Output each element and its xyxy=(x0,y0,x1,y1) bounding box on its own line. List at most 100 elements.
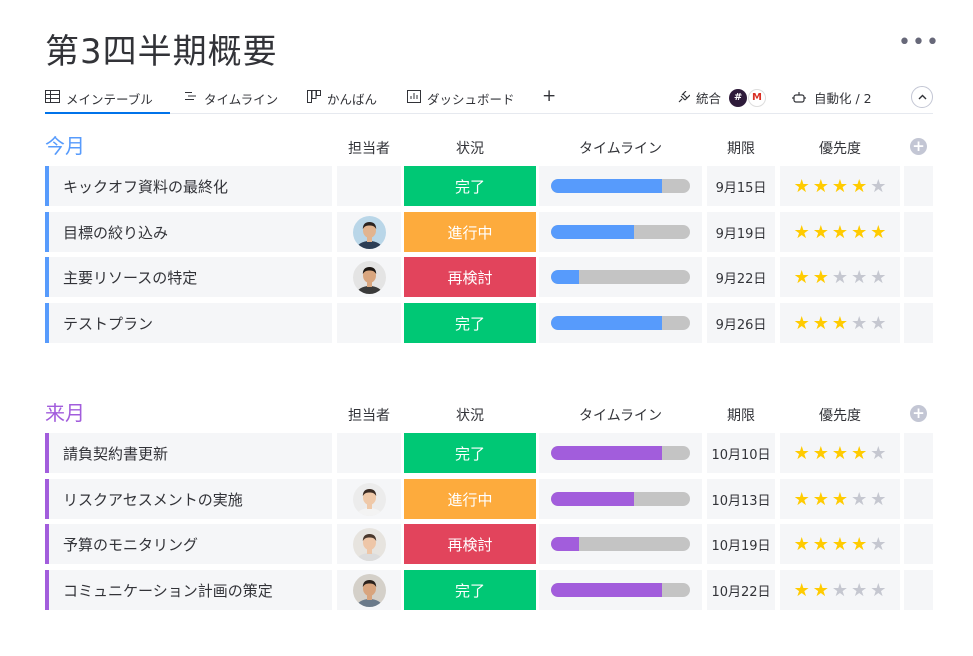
due-date[interactable]: 9月26日 xyxy=(707,303,775,343)
table-row[interactable]: コミュニケーション計画の策定 完了 10月22日 ★ ★ ★ ★ ★ xyxy=(45,570,933,610)
star-icon[interactable]: ★ xyxy=(793,442,810,464)
star-icon[interactable]: ★ xyxy=(851,442,868,464)
table-row[interactable]: キックオフ資料の最終化 完了 9月15日 ★ ★ ★ ★ ★ xyxy=(45,166,933,206)
star-icon[interactable]: ★ xyxy=(870,488,887,510)
person-cell[interactable] xyxy=(337,303,401,343)
table-row[interactable]: 請負契約書更新 完了 10月10日 ★ ★ ★ ★ ★ xyxy=(45,433,933,473)
star-icon[interactable]: ★ xyxy=(831,221,849,243)
status-label[interactable]: 再検討 xyxy=(404,524,536,564)
star-icon[interactable]: ★ xyxy=(851,221,868,243)
table-row[interactable]: リスクアセスメントの実施 進行中 10月13日 ★ ★ ★ ★ ★ xyxy=(45,479,933,519)
status-label[interactable]: 完了 xyxy=(404,166,536,206)
collapse-header-button[interactable] xyxy=(911,86,933,108)
group-title[interactable]: 今月 xyxy=(45,134,85,158)
column-header-date[interactable]: 期限 xyxy=(727,408,755,424)
timeline-cell[interactable] xyxy=(539,524,702,564)
star-icon[interactable]: ★ xyxy=(793,488,810,510)
star-icon[interactable]: ★ xyxy=(812,175,829,197)
person-cell[interactable] xyxy=(337,433,401,473)
person-cell[interactable] xyxy=(337,212,401,252)
add-column-button[interactable]: + xyxy=(910,405,927,422)
due-date[interactable]: 9月22日 xyxy=(707,257,775,297)
star-icon[interactable]: ★ xyxy=(870,442,887,464)
tab-dashboard[interactable]: ダッシュボード xyxy=(407,89,515,114)
status-label[interactable]: 完了 xyxy=(404,570,536,610)
timeline-cell[interactable] xyxy=(539,479,702,519)
item-name-cell[interactable]: テストプラン xyxy=(45,303,332,343)
star-icon[interactable]: ★ xyxy=(793,579,810,601)
star-icon[interactable]: ★ xyxy=(831,579,849,601)
due-date[interactable]: 10月13日 xyxy=(707,479,775,519)
star-icon[interactable]: ★ xyxy=(812,221,829,243)
star-icon[interactable]: ★ xyxy=(851,533,868,555)
item-name-cell[interactable]: リスクアセスメントの実施 xyxy=(45,479,332,519)
timeline-cell[interactable] xyxy=(539,257,702,297)
item-name-cell[interactable]: 目標の絞り込み xyxy=(45,212,332,252)
timeline-cell[interactable] xyxy=(539,303,702,343)
star-icon[interactable]: ★ xyxy=(870,579,887,601)
timeline-cell[interactable] xyxy=(539,570,702,610)
column-header-status[interactable]: 状況 xyxy=(456,141,484,157)
add-column-button[interactable]: + xyxy=(910,138,927,155)
star-icon[interactable]: ★ xyxy=(870,312,887,334)
person-cell[interactable] xyxy=(337,166,401,206)
column-header-person[interactable]: 担当者 xyxy=(348,408,390,424)
star-icon[interactable]: ★ xyxy=(870,266,887,288)
tab-main-table[interactable]: メインテーブル xyxy=(45,89,170,114)
tab-kanban[interactable]: かんばん xyxy=(307,89,377,114)
star-icon[interactable]: ★ xyxy=(812,312,829,334)
star-icon[interactable]: ★ xyxy=(793,312,810,334)
star-icon[interactable]: ★ xyxy=(812,533,829,555)
star-icon[interactable]: ★ xyxy=(851,266,868,288)
integrate-button[interactable]: 統合 # M xyxy=(677,88,767,107)
star-icon[interactable]: ★ xyxy=(793,533,810,555)
table-row[interactable]: 主要リソースの特定 再検討 9月22日 ★ ★ ★ ★ ★ xyxy=(45,257,933,297)
add-view-button[interactable]: + xyxy=(542,86,557,106)
item-name-cell[interactable]: 請負契約書更新 xyxy=(45,433,332,473)
timeline-cell[interactable] xyxy=(539,166,702,206)
star-icon[interactable]: ★ xyxy=(812,442,829,464)
column-header-priority[interactable]: 優先度 xyxy=(819,141,861,157)
star-icon[interactable]: ★ xyxy=(851,579,868,601)
item-name-cell[interactable]: コミュニケーション計画の策定 xyxy=(45,570,332,610)
status-label[interactable]: 再検討 xyxy=(404,257,536,297)
automate-button[interactable]: 自動化 / 2 xyxy=(792,88,872,107)
star-icon[interactable]: ★ xyxy=(812,579,829,601)
due-date[interactable]: 10月22日 xyxy=(707,570,775,610)
item-name-cell[interactable]: キックオフ資料の最終化 xyxy=(45,166,332,206)
item-name-cell[interactable]: 予算のモニタリング xyxy=(45,524,332,564)
status-label[interactable]: 完了 xyxy=(404,433,536,473)
timeline-cell[interactable] xyxy=(539,433,702,473)
person-cell[interactable] xyxy=(337,524,401,564)
star-icon[interactable]: ★ xyxy=(851,312,868,334)
person-cell[interactable] xyxy=(337,570,401,610)
due-date[interactable]: 9月19日 xyxy=(707,212,775,252)
star-icon[interactable]: ★ xyxy=(831,266,849,288)
due-date[interactable]: 10月10日 xyxy=(707,433,775,473)
table-row[interactable]: 予算のモニタリング 再検討 10月19日 ★ ★ ★ ★ ★ xyxy=(45,524,933,564)
table-row[interactable]: テストプラン 完了 9月26日 ★ ★ ★ ★ ★ xyxy=(45,303,933,343)
status-label[interactable]: 完了 xyxy=(404,303,536,343)
star-icon[interactable]: ★ xyxy=(793,266,810,288)
star-icon[interactable]: ★ xyxy=(851,488,868,510)
tab-timeline[interactable]: タイムライン xyxy=(185,89,278,114)
person-cell[interactable] xyxy=(337,257,401,297)
person-cell[interactable] xyxy=(337,479,401,519)
column-header-date[interactable]: 期限 xyxy=(727,141,755,157)
star-icon[interactable]: ★ xyxy=(812,488,829,510)
status-label[interactable]: 進行中 xyxy=(404,212,536,252)
item-name-cell[interactable]: 主要リソースの特定 xyxy=(45,257,332,297)
timeline-cell[interactable] xyxy=(539,212,702,252)
star-icon[interactable]: ★ xyxy=(831,533,849,555)
due-date[interactable]: 9月15日 xyxy=(707,166,775,206)
column-header-status[interactable]: 状況 xyxy=(456,408,484,424)
star-icon[interactable]: ★ xyxy=(831,312,849,334)
column-header-person[interactable]: 担当者 xyxy=(348,141,390,157)
star-icon[interactable]: ★ xyxy=(870,175,887,197)
more-options-icon[interactable]: ••• xyxy=(898,30,940,55)
column-header-priority[interactable]: 優先度 xyxy=(819,408,861,424)
column-header-timeline[interactable]: タイムライン xyxy=(578,408,663,424)
star-icon[interactable]: ★ xyxy=(793,175,810,197)
star-icon[interactable]: ★ xyxy=(831,442,849,464)
star-icon[interactable]: ★ xyxy=(831,175,849,197)
